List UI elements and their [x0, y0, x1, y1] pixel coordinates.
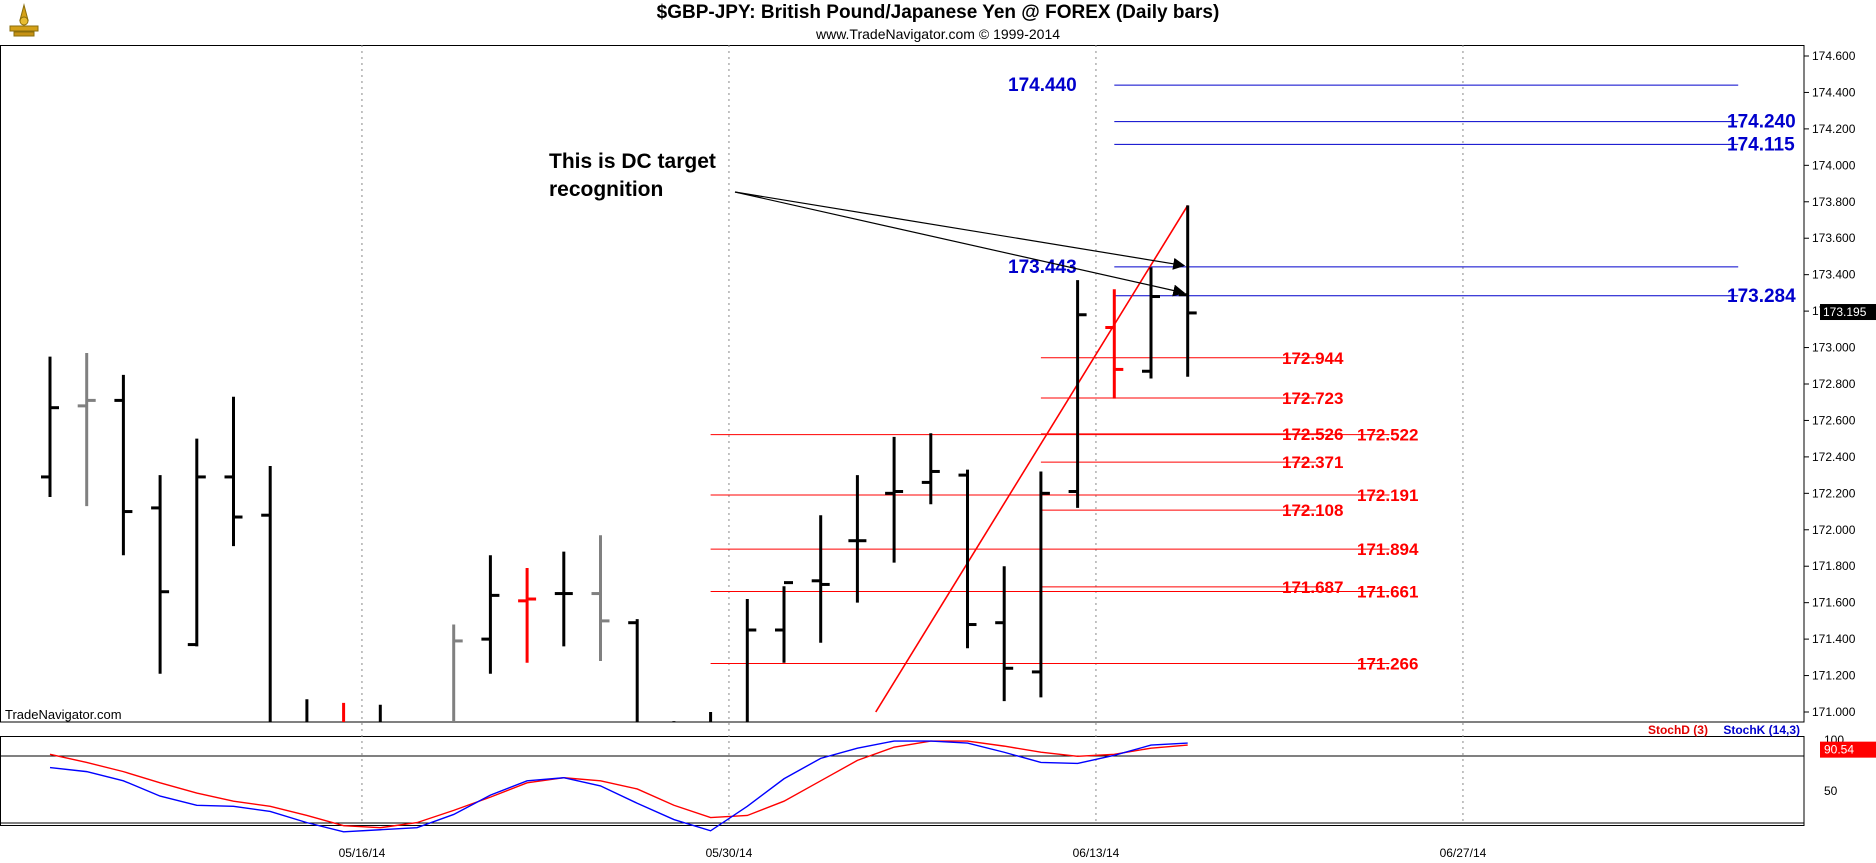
watermark: TradeNavigator.com: [5, 707, 122, 722]
ohlc-bar: [1068, 280, 1087, 508]
ohlc-bar: [628, 619, 639, 722]
x-tick-label: 05/16/14: [339, 846, 386, 860]
chart-subtitle: www.TradeNavigator.com © 1999-2014: [815, 26, 1061, 42]
ohlc-bar: [709, 712, 713, 722]
blue-level-label: 174.115: [1727, 134, 1795, 155]
ohlc-bar: [591, 535, 610, 661]
legend-stochk: StochK (14,3): [1723, 723, 1800, 737]
ohlc-bar: [1031, 471, 1050, 698]
stoch-last-label: 90.54: [1824, 743, 1854, 757]
y-tick-label: 171.200: [1812, 669, 1856, 683]
legend-stochd: StochD (3): [1647, 723, 1708, 737]
last-price-tag: [1820, 304, 1876, 321]
y-tick-label: 173.000: [1812, 341, 1856, 355]
y-tick-label: 171.400: [1812, 632, 1856, 646]
ohlc-bar: [958, 469, 977, 649]
red-level-label: 171.266: [1357, 655, 1418, 674]
red-level-label: 171.661: [1357, 583, 1418, 602]
ohlc-bar: [114, 374, 133, 556]
ohlc-bar: [995, 566, 1014, 702]
annotation-arrow: [734, 191, 1186, 270]
blue-level-label: 174.440: [1008, 75, 1077, 96]
ohlc-bar: [848, 475, 867, 603]
ohlc-bar: [261, 466, 272, 722]
ohlc-bar: [452, 624, 463, 722]
y-tick-label: 171.000: [1812, 705, 1856, 719]
y-tick-label: 171.600: [1812, 596, 1856, 610]
x-tick-label: 05/30/14: [706, 846, 753, 860]
ohlc-bar: [921, 433, 940, 505]
y-tick-label: 172.400: [1812, 450, 1856, 464]
ohlc-bar: [187, 438, 206, 647]
ohlc-bar: [342, 702, 346, 722]
ohlc-bar: [672, 721, 676, 722]
price-series: [41, 84, 1739, 722]
red-level-label: 172.944: [1282, 349, 1344, 368]
ohlc-bar: [41, 356, 59, 497]
stoch-tick-label: 50: [1824, 784, 1838, 798]
ohlc-bar: [305, 699, 309, 722]
y-tick-label: 172.000: [1812, 523, 1856, 537]
stoch-panel-frame: [0, 736, 1805, 826]
red-level-label: 172.371: [1282, 453, 1343, 472]
red-level-label: 172.526: [1282, 425, 1343, 444]
y-tick-label: 172.800: [1812, 377, 1856, 391]
red-level-label: 172.723: [1282, 389, 1343, 408]
red-level-label: 172.108: [1282, 501, 1343, 520]
blue-level-label: 174.240: [1727, 112, 1796, 133]
annotation-line-1: This is DC target: [549, 150, 716, 173]
tradenavigator-logo-icon: [4, 2, 44, 42]
chart-title: $GBP-JPY: British Pound/Japanese Yen @ F…: [656, 2, 1220, 23]
annotation-line-2: recognition: [549, 178, 664, 201]
y-tick-label: 173.600: [1812, 231, 1856, 245]
annotation-arrow: [734, 191, 1186, 297]
red-level-label: 172.522: [1357, 426, 1418, 445]
y-tick-label: 171.800: [1812, 559, 1856, 573]
ohlc-bar: [885, 436, 904, 563]
red-level-label: 172.191: [1357, 486, 1418, 505]
ohlc-bar: [554, 551, 573, 647]
ohlc-bar: [224, 396, 243, 547]
blue-level-label: 173.284: [1727, 286, 1796, 307]
ohlc-bar: [1178, 205, 1197, 377]
trendline: [875, 205, 1189, 713]
y-tick-label: 174.200: [1812, 122, 1856, 136]
y-tick-label: 174.000: [1812, 158, 1856, 172]
red-level-label: 171.687: [1282, 578, 1343, 597]
x-tick-label: 06/27/14: [1440, 846, 1487, 860]
y-tick-label: 172.600: [1812, 413, 1856, 427]
ohlc-bar: [1105, 289, 1124, 399]
ohlc-bar: [518, 568, 537, 663]
last-price-label: 173.195: [1823, 305, 1867, 319]
red-level-label: 171.894: [1357, 540, 1419, 559]
annotation-text: This is DC target recognition: [549, 148, 716, 204]
ohlc-bar: [77, 353, 96, 507]
stochk-line: [49, 740, 1188, 833]
y-tick-label: 172.200: [1812, 486, 1856, 500]
y-tick-label: 173.800: [1812, 195, 1856, 209]
indicator-legend: StochD (3) StochK (14,3): [1648, 723, 1800, 737]
ohlc-bar: [745, 599, 757, 722]
ohlc-bar: [151, 475, 170, 674]
x-tick-label: 06/13/14: [1073, 846, 1120, 860]
ohlc-bar: [811, 515, 830, 643]
stoch-last-tag: [1820, 741, 1876, 758]
stochd-line: [49, 740, 1188, 829]
y-tick-label: 174.400: [1812, 85, 1856, 99]
y-tick-label: 173.400: [1812, 268, 1856, 282]
ohlc-bar: [481, 555, 500, 674]
blue-level-label: 173.443: [1008, 257, 1077, 278]
y-tick-label: 174.600: [1812, 49, 1856, 63]
ohlc-bar: [775, 581, 793, 663]
